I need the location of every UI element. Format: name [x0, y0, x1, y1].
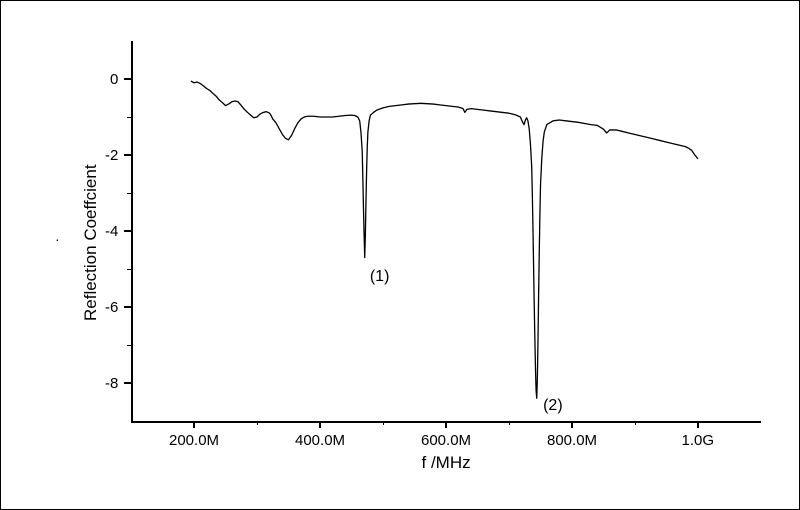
x-tick [445, 421, 447, 428]
x-tick-label: 600.0M [421, 432, 471, 449]
x-tick [697, 421, 699, 428]
y-axis-title: Reflection Coeffcient [81, 164, 101, 321]
x-tick [571, 421, 573, 428]
reflection-trace [191, 81, 698, 398]
x-tick-label: 1.0G [682, 432, 715, 449]
figure-frame: 200.0M 400.0M 600.0M 800.0M 1.0G 0 -2 -4 -6 -8 (1)… [0, 0, 800, 510]
x-tick [319, 421, 321, 428]
x-axis-title: f /MHz [422, 453, 471, 473]
x-minor-tick [635, 421, 636, 425]
annotation-label-1: (1) [370, 268, 390, 286]
y-tick-label: 0 [110, 71, 118, 88]
y-tick-label: -4 [105, 223, 118, 240]
x-tick-label: 200.0M [169, 432, 219, 449]
x-minor-tick [509, 421, 510, 425]
y-tick [124, 78, 131, 80]
y-tick-label: -8 [105, 375, 118, 392]
y-tick-label: -6 [105, 299, 118, 316]
annotation-label-2: (2) [543, 397, 563, 415]
x-tick [193, 421, 195, 428]
stray-mark: · [55, 231, 60, 247]
y-tick [124, 306, 131, 308]
x-minor-tick [257, 421, 258, 425]
y-tick-label: -2 [105, 147, 118, 164]
y-tick [124, 154, 131, 156]
x-tick-label: 400.0M [295, 432, 345, 449]
y-tick [124, 382, 131, 384]
plot-area: 200.0M400.0M600.0M800.0M1.0G0-2-4-6-8(1)… [131, 41, 761, 421]
chart-svg [131, 41, 761, 421]
x-tick-label: 800.0M [547, 432, 597, 449]
y-tick [124, 230, 131, 232]
x-minor-tick [383, 421, 384, 425]
